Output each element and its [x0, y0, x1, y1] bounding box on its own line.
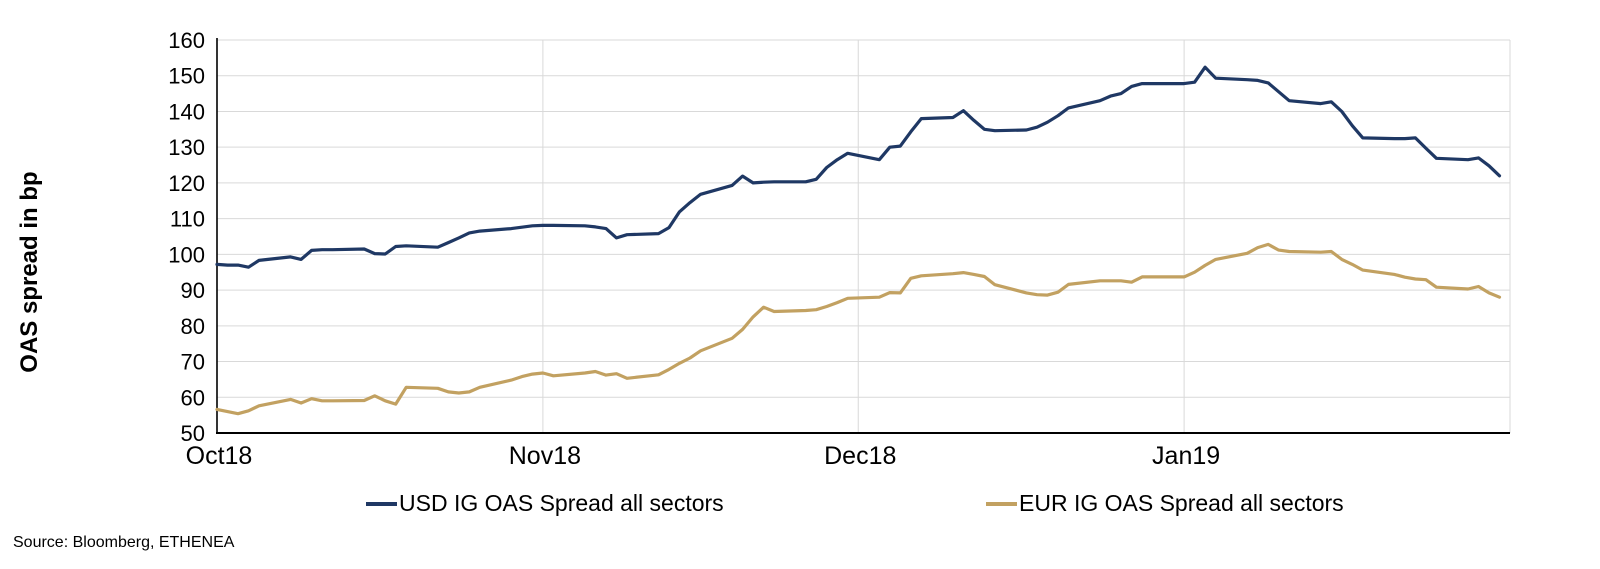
y-tick-label: 70 [181, 350, 205, 375]
y-tick-label: 90 [181, 278, 205, 303]
y-tick-label: 100 [168, 242, 205, 267]
legend-item-usd: USD IG OAS Spread all sectors [366, 490, 724, 517]
eur-legend-label: EUR IG OAS Spread all sectors [1019, 490, 1344, 516]
x-tick-label: Dec18 [824, 442, 896, 470]
y-tick-label: 160 [168, 28, 205, 53]
y-tick-label: 150 [168, 64, 205, 89]
usd-legend-label: USD IG OAS Spread all sectors [399, 490, 724, 516]
usd-series-line [215, 65, 1502, 269]
legend-item-eur: EUR IG OAS Spread all sectors [986, 490, 1344, 517]
y-axis-title: OAS spread in bp [16, 171, 43, 373]
y-tick-label: 120 [168, 171, 205, 196]
y-tick-label: 50 [181, 421, 205, 446]
eur-series-line [215, 242, 1502, 416]
usd-line-swatch [366, 501, 397, 506]
y-tick-label: 140 [168, 99, 205, 124]
y-tick-label: 80 [181, 314, 205, 339]
y-tick-label: 130 [168, 135, 205, 160]
x-tick-label: Jan19 [1152, 442, 1220, 470]
source-note: Source: Bloomberg, ETHENEA [13, 534, 235, 551]
eur-line-swatch [986, 501, 1017, 506]
x-tick-label: Nov18 [509, 442, 581, 470]
x-tick-label: Oct18 [186, 442, 253, 470]
y-tick-label: 110 [170, 207, 205, 232]
y-tick-label: 60 [181, 385, 205, 410]
